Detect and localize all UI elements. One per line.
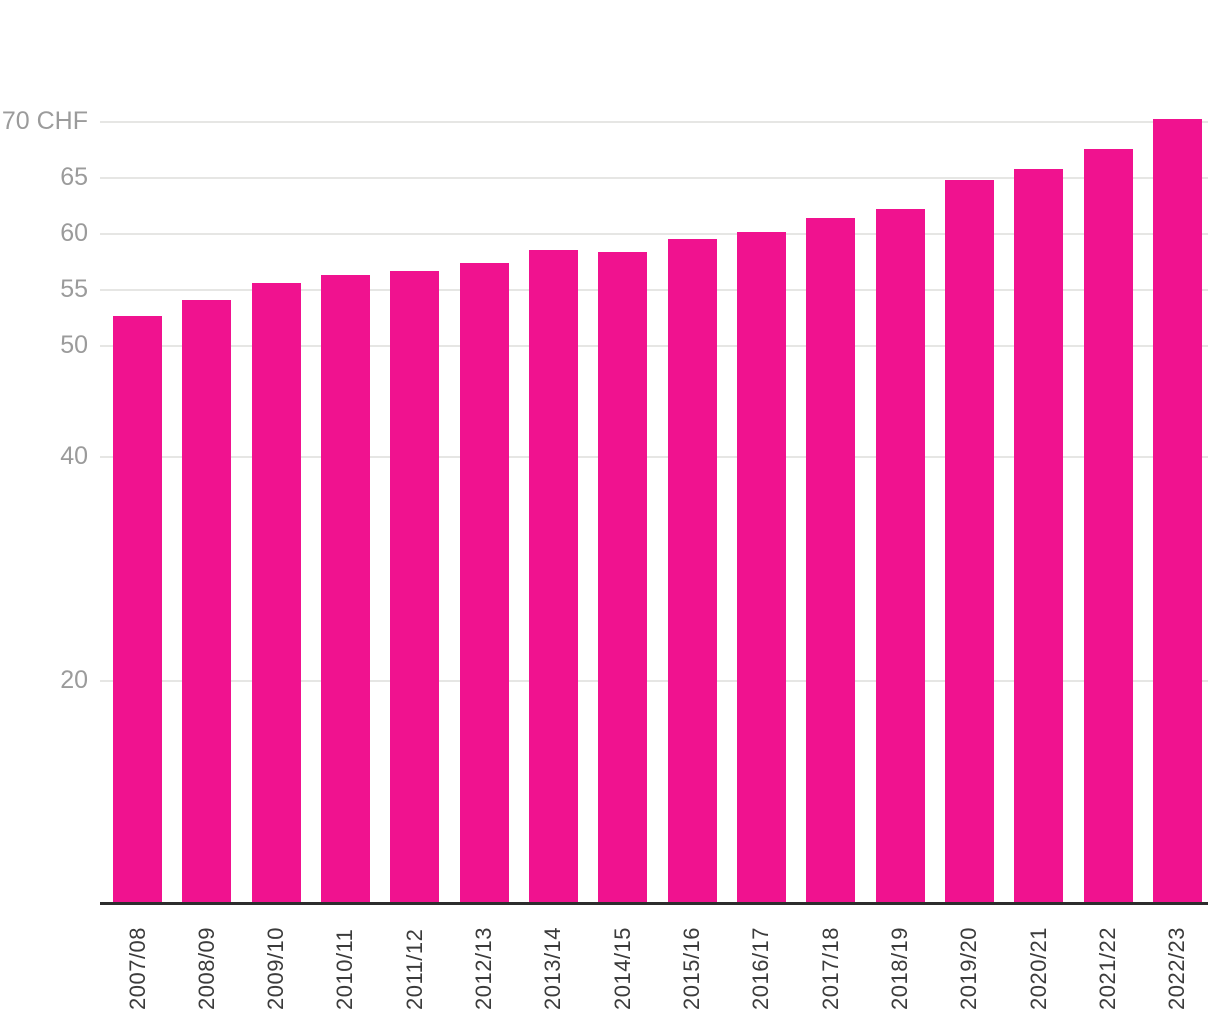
bar-2010-11	[320, 275, 370, 903]
gridline-40	[100, 456, 1208, 459]
bar-2017-18	[806, 217, 856, 903]
x-axis-tick-label: 2020/21	[1025, 926, 1051, 1010]
x-axis-tick-label: 2018/19	[887, 926, 913, 1010]
bar-2018-19	[875, 208, 925, 903]
x-axis-tick-label: 2012/13	[471, 926, 497, 1010]
bar-2009-10	[251, 282, 301, 903]
bar-2014-15	[598, 251, 648, 903]
x-axis-tick-label: 2022/23	[1164, 926, 1190, 1010]
gridline-55	[100, 288, 1208, 291]
x-axis-tick-label: 2021/22	[1095, 926, 1121, 1010]
gridline-70	[100, 120, 1208, 123]
x-axis-tick-label: 2011/12	[401, 928, 427, 1010]
gridline-60	[100, 232, 1208, 235]
x-axis-tick-label: 2014/15	[609, 926, 635, 1010]
x-axis-tick-label: 2013/14	[540, 926, 566, 1010]
x-axis-tick-label: 2009/10	[263, 926, 289, 1010]
y-axis-tick-label: 70 CHF	[1, 106, 88, 135]
x-axis-tick-label: 2008/09	[193, 926, 219, 1010]
bar-2022-23	[1152, 119, 1202, 903]
bar-2015-16	[667, 239, 717, 903]
y-axis-tick-label: 20	[60, 666, 88, 695]
bar-2016-17	[736, 232, 786, 903]
x-axis-tick-label: 2007/08	[124, 926, 150, 1010]
gridline-50	[100, 344, 1208, 347]
y-axis-tick-label: 60	[60, 218, 88, 247]
gridline-20	[100, 680, 1208, 683]
bar-2019-20	[944, 179, 994, 903]
x-axis-tick-label: 2010/11	[332, 928, 358, 1010]
y-axis-tick-label: 55	[60, 274, 88, 303]
y-axis-tick-label: 65	[60, 162, 88, 191]
y-axis-tick-label: 40	[60, 442, 88, 471]
bar-2007-08	[113, 316, 162, 903]
gridline-65	[100, 176, 1208, 179]
bar-2008-09	[182, 299, 232, 903]
x-axis-tick-label: 2016/17	[748, 926, 774, 1010]
x-axis-tick-label: 2017/18	[817, 926, 843, 1010]
bar-2020-21	[1014, 168, 1064, 903]
y-axis-tick-label: 50	[60, 330, 88, 359]
x-axis-tick-label: 2015/16	[679, 926, 705, 1010]
bar-2013-14	[528, 250, 578, 903]
x-axis-tick-label: 2019/20	[956, 926, 982, 1010]
bar-2011-12	[390, 270, 440, 903]
bar-2021-22	[1083, 148, 1133, 903]
bar-2012-13	[459, 262, 509, 903]
x-axis-line	[100, 902, 1208, 905]
